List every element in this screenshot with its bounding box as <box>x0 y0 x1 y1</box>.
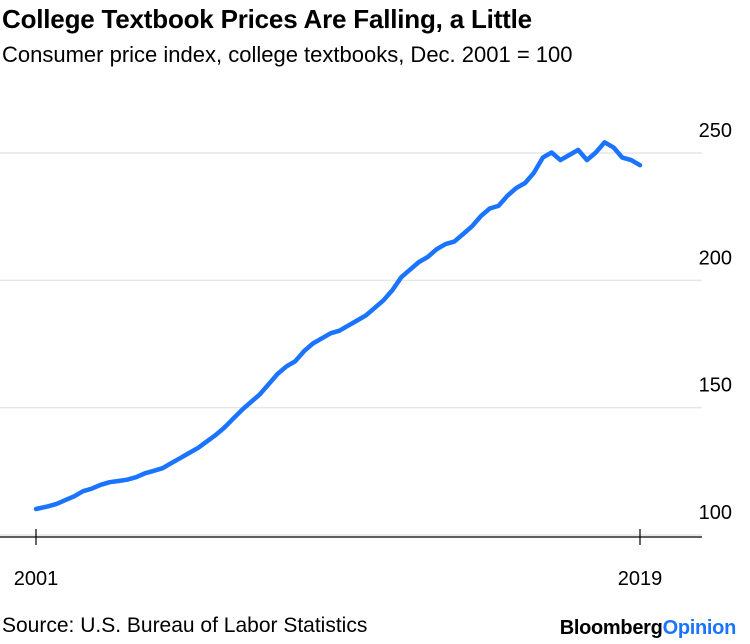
x-tick-label-2001: 2001 <box>14 568 59 590</box>
y-tick-label-100: 100 <box>699 502 732 524</box>
y-tick-label-200: 200 <box>699 247 732 269</box>
x-tick-label-2019: 2019 <box>618 568 663 590</box>
series-line-textbook-cpi <box>33 140 643 512</box>
x-axis-ticks: 2001 2019 <box>14 529 663 590</box>
source-note: Source: U.S. Bureau of Labor Statistics <box>2 614 368 637</box>
y-axis-ticks: 100 150 200 250 <box>699 120 732 524</box>
chart-title: College Textbook Prices Are Falling, a L… <box>2 4 532 34</box>
logo-opinion: Opinion <box>662 617 737 639</box>
bloomberg-opinion-logo: BloombergOpinion <box>559 617 737 640</box>
logo-bloomberg: Bloomberg <box>559 617 663 639</box>
chart-subtitle: Consumer price index, college textbooks,… <box>2 42 573 67</box>
y-tick-label-150: 150 <box>699 375 732 397</box>
y-tick-label-250: 250 <box>699 120 732 142</box>
gridlines <box>0 152 702 536</box>
line-chart: 100 150 200 250 2001 2019 <box>0 120 732 590</box>
